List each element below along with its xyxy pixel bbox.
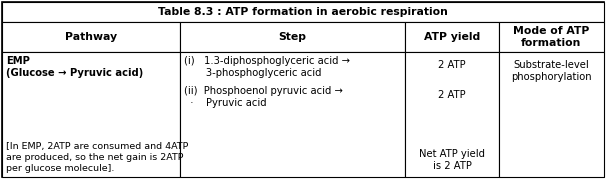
Text: Step: Step — [279, 32, 307, 42]
Text: (i)   1.3-diphosphoglyceric acid →
       3-phosphoglyceric acid: (i) 1.3-diphosphoglyceric acid → 3-phosp… — [184, 56, 350, 78]
Text: 2 ATP: 2 ATP — [438, 90, 466, 100]
Bar — [2, 22, 179, 52]
Text: Substrate-level
phosphorylation: Substrate-level phosphorylation — [511, 60, 591, 82]
Text: Table 8.3 : ATP formation in aerobic respiration: Table 8.3 : ATP formation in aerobic res… — [158, 7, 448, 17]
Text: Net ATP yield
is 2 ATP: Net ATP yield is 2 ATP — [419, 149, 485, 171]
Bar — [499, 22, 604, 52]
Text: Pathway: Pathway — [65, 32, 117, 42]
Bar — [499, 52, 604, 177]
Bar — [405, 52, 499, 177]
Text: EMP
(Glucose → Pyruvic acid): EMP (Glucose → Pyruvic acid) — [6, 56, 143, 78]
Bar — [2, 52, 179, 177]
Text: [In EMP, 2ATP are consumed and 4ATP
are produced, so the net gain is 2ATP
per gl: [In EMP, 2ATP are consumed and 4ATP are … — [6, 142, 188, 173]
Bar — [179, 52, 405, 177]
Bar — [405, 22, 499, 52]
Bar — [179, 22, 405, 52]
Text: (ii)  Phosphoenol pyruvic acid →
  ·    Pyruvic acid: (ii) Phosphoenol pyruvic acid → · Pyruvi… — [184, 86, 342, 108]
Bar — [2, 2, 604, 22]
Text: ATP yield: ATP yield — [424, 32, 480, 42]
Text: Mode of ATP
formation: Mode of ATP formation — [513, 26, 590, 48]
Text: 2 ATP: 2 ATP — [438, 60, 466, 70]
